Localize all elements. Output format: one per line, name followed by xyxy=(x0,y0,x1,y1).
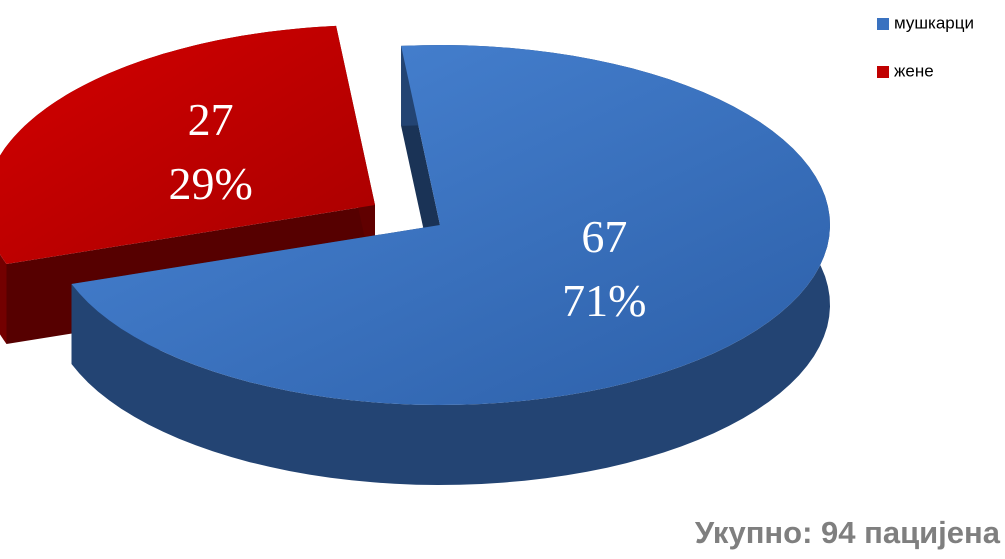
annotation: Укупно: 94 пацијена xyxy=(695,515,1001,550)
percent-label: 29% xyxy=(168,158,252,209)
data-label: 27 xyxy=(188,94,234,145)
percent-label: 71% xyxy=(562,275,646,326)
legend-label: мушкарци xyxy=(894,13,974,32)
legend: мушкарци жене xyxy=(877,13,974,80)
pie xyxy=(0,25,830,485)
data-labels: 27 29% 67 71% xyxy=(168,94,646,326)
slice xyxy=(71,45,830,405)
legend-swatch xyxy=(877,66,889,78)
data-label: 67 xyxy=(581,211,627,262)
legend-swatch xyxy=(877,18,889,30)
slice xyxy=(0,25,375,264)
legend-label: жене xyxy=(894,61,934,80)
